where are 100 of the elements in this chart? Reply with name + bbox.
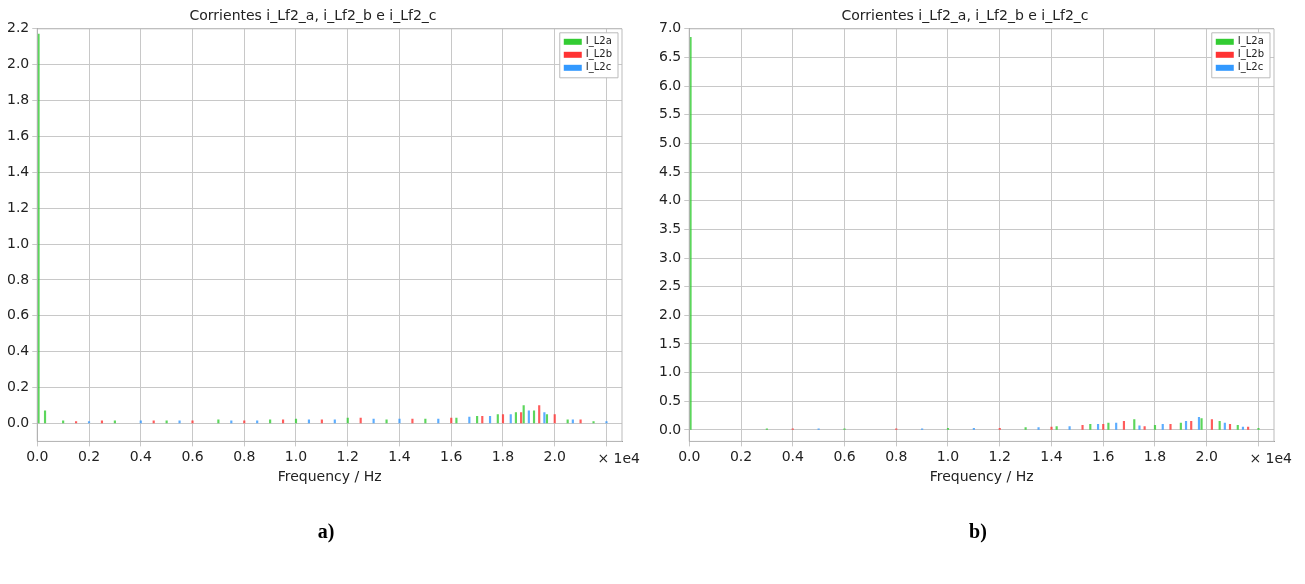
bar xyxy=(522,405,525,424)
bar xyxy=(514,412,517,424)
x-tick-label: 1.2 xyxy=(336,448,359,465)
y-tick-label: 0.4 xyxy=(7,342,30,359)
y-tick-label: 5.0 xyxy=(659,134,682,151)
bar xyxy=(1133,419,1136,430)
y-tick-label: 0.6 xyxy=(7,306,30,323)
y-tick-label: 4.5 xyxy=(659,162,682,179)
x-tick-label: 0.4 xyxy=(781,448,804,465)
bar xyxy=(1050,426,1053,430)
x-tick-label: 0.8 xyxy=(885,448,908,465)
chart-title: Corrientes i_Lf2_a, i_Lf2_b e i_Lf2_c xyxy=(189,7,437,24)
legend-label: I_L2a xyxy=(1237,35,1264,48)
x-tick-label: 0.4 xyxy=(129,448,152,465)
x-tick-label: 0.2 xyxy=(77,448,101,465)
bar xyxy=(501,414,505,424)
x-tick-label: 0.0 xyxy=(678,448,701,465)
legend-label: I_L2c xyxy=(585,61,612,74)
x-tick-label: 0.6 xyxy=(833,448,856,465)
x-tick-label: 2.0 xyxy=(1195,448,1218,465)
bar xyxy=(1037,427,1040,430)
x-tick-label: 1.6 xyxy=(440,448,463,465)
bar xyxy=(165,420,168,424)
bar xyxy=(1024,427,1027,430)
y-tick-label: 0.0 xyxy=(7,414,30,431)
y-tick-label: 1.0 xyxy=(7,234,30,251)
bar xyxy=(1115,422,1118,430)
bar xyxy=(1210,419,1213,430)
bar xyxy=(1081,425,1084,430)
x-tick-label: 1.8 xyxy=(1143,448,1167,465)
x-tick-label: 1.2 xyxy=(988,448,1011,465)
bar xyxy=(1218,421,1221,430)
y-tick-label: 6.0 xyxy=(659,76,682,93)
x-tick-label: 1.0 xyxy=(936,448,960,465)
bar xyxy=(1055,426,1058,430)
x-tick-label: 0.0 xyxy=(26,448,49,465)
text: × 1e4 xyxy=(597,450,641,467)
bar xyxy=(538,405,541,424)
y-tick-label: 2.2 xyxy=(7,19,30,36)
bar xyxy=(1138,425,1141,430)
y-tick-label: 1.4 xyxy=(7,162,30,179)
bar xyxy=(1122,421,1126,430)
bar xyxy=(139,420,142,424)
bar xyxy=(1184,421,1188,430)
bar xyxy=(1068,426,1071,430)
bar xyxy=(1223,422,1226,430)
bar xyxy=(230,420,233,424)
y-tick-label: 1.2 xyxy=(7,198,30,215)
legend-label: I_L2c xyxy=(1237,61,1264,74)
bar xyxy=(520,412,523,424)
bar xyxy=(1107,422,1110,430)
bar xyxy=(496,414,499,424)
bar xyxy=(178,420,181,424)
bar xyxy=(553,414,556,424)
bar xyxy=(1161,423,1164,430)
x-tick-label: 1.6 xyxy=(1092,448,1115,465)
x-tick-label: 1.4 xyxy=(1040,448,1063,465)
y-tick-label: 2.0 xyxy=(659,305,682,322)
bar xyxy=(37,33,40,424)
x-tick-label: 1.0 xyxy=(284,448,308,465)
x-tick-label: 1.4 xyxy=(388,448,411,465)
text: × 1e4 xyxy=(1249,450,1293,467)
y-tick-label: 1.0 xyxy=(659,363,682,380)
bar xyxy=(1169,423,1172,430)
y-tick-label: 2.0 xyxy=(7,55,30,72)
y-tick-label: 0.0 xyxy=(659,420,682,437)
y-tick-label: 1.6 xyxy=(7,127,30,144)
legend-label: I_L2a xyxy=(585,35,612,48)
bar xyxy=(398,418,401,424)
bar xyxy=(243,420,246,424)
legend-label: I_L2b xyxy=(585,48,612,61)
y-tick-label: 1.8 xyxy=(7,91,30,108)
y-tick-label: 7.0 xyxy=(659,19,682,36)
y-tick-label: 3.5 xyxy=(659,220,682,237)
bar xyxy=(1228,423,1232,430)
y-tick-label: 5.5 xyxy=(659,105,682,122)
bar xyxy=(1089,423,1092,430)
chart-title: Corrientes i_Lf2_a, i_Lf2_b e i_Lf2_c xyxy=(841,7,1089,24)
bar xyxy=(152,420,155,424)
bar xyxy=(689,37,692,430)
x-tick-label: 1.8 xyxy=(491,448,515,465)
x-axis-title: Frequency / Hz xyxy=(929,468,1034,485)
bar xyxy=(1236,425,1239,430)
y-tick-label: 1.5 xyxy=(659,334,682,351)
text: b) xyxy=(968,520,988,543)
bar xyxy=(1102,423,1105,430)
bar xyxy=(1143,426,1146,430)
y-tick-label: 0.2 xyxy=(7,378,30,395)
y-tick-label: 6.5 xyxy=(659,48,682,65)
bar xyxy=(62,420,65,424)
bar xyxy=(256,420,259,424)
bar xyxy=(509,414,512,424)
y-tick-label: 0.8 xyxy=(7,270,30,287)
bar xyxy=(385,419,388,424)
bar xyxy=(100,420,104,424)
y-tick-label: 0.5 xyxy=(659,391,682,408)
bar xyxy=(113,420,116,424)
x-tick-label: 0.6 xyxy=(181,448,204,465)
y-tick-label: 2.5 xyxy=(659,277,682,294)
x-axis-title: Frequency / Hz xyxy=(277,468,382,485)
